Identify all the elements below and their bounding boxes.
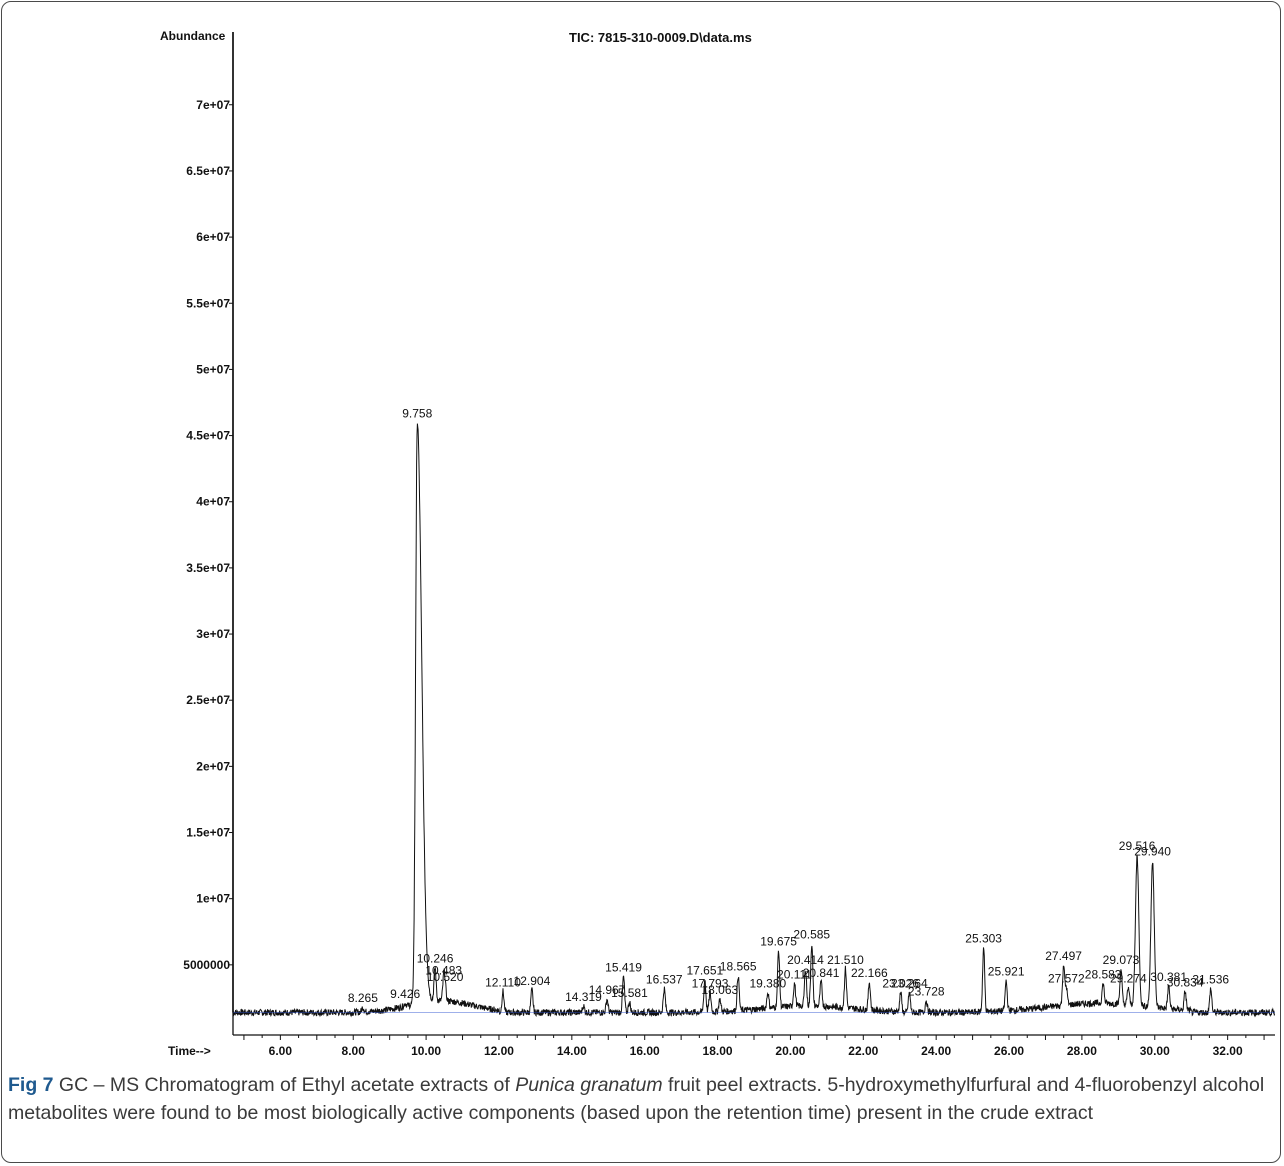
peak-label: 27.572	[1048, 971, 1085, 985]
peak-label: 9.758	[402, 406, 432, 420]
chromatogram-chart: TIC: 7815-310-0009.D\data.ms Abundance T…	[160, 29, 1276, 1058]
peak-label: 10.483	[425, 963, 462, 977]
peak-label: 14.319	[565, 990, 602, 1004]
y-tick-label: 5000000	[183, 958, 230, 972]
figure-caption: Fig 7 GC – MS Chromatogram of Ethyl acet…	[8, 1071, 1280, 1127]
x-tick-label: 8.00	[342, 1044, 366, 1058]
x-tick-label: 16.00	[630, 1044, 660, 1058]
figure-label: Fig 7	[8, 1074, 54, 1096]
peak-label: 23.264	[891, 977, 928, 991]
x-axis-label: Time-->	[168, 1044, 211, 1058]
x-tick-label: 30.00	[1140, 1044, 1170, 1058]
peak-label: 16.537	[646, 973, 683, 987]
caption-species: Punica granatum	[515, 1074, 663, 1096]
peak-label: 22.166	[851, 966, 888, 980]
caption-text-before: GC – MS Chromatogram of Ethyl acetate ex…	[53, 1074, 516, 1096]
x-tick-label: 24.00	[921, 1044, 951, 1058]
y-tick-label: 4.5e+07	[186, 429, 230, 443]
x-ticks: 6.00 8.00 10.00 12.00 14.00 16.00 18.00 20.00 22…	[243, 1035, 1265, 1058]
y-tick-label: 6e+07	[196, 230, 230, 244]
peak-label: 27.497	[1045, 949, 1082, 963]
y-tick-label: 5.5e+07	[186, 296, 230, 310]
peak-label: 12.904	[514, 974, 551, 988]
x-tick-label: 20.00	[775, 1044, 805, 1058]
peak-label: 18.063	[702, 983, 739, 997]
peak-label: 15.419	[605, 961, 642, 975]
peak-label: 19.675	[760, 934, 797, 948]
peak-label: 29.073	[1103, 953, 1140, 967]
x-tick-label: 14.00	[557, 1044, 587, 1058]
y-tick-label: 3.5e+07	[186, 561, 230, 575]
peak-label: 12.110	[485, 975, 521, 989]
axes	[232, 32, 1275, 1036]
peak-label: 20.414	[787, 953, 824, 967]
peak-label: 10.520	[427, 970, 464, 984]
x-tick-label: 10.00	[411, 1044, 441, 1058]
y-tick-label: 6.5e+07	[186, 164, 230, 178]
peak-label: 30.834	[1167, 975, 1204, 989]
peak-label: 23.026	[882, 977, 919, 991]
peak-label: 29.274	[1110, 971, 1147, 985]
peak-label: 29.940	[1134, 844, 1171, 858]
x-tick-label: 22.00	[848, 1044, 878, 1058]
peak-label: 8.265	[348, 991, 378, 1005]
y-ticks: 5000000 1e+07 1.5e+07 2e+07 2.5e+07 3e+07 3.5e…	[183, 98, 233, 972]
peak-label: 10.246	[417, 951, 454, 965]
peak-label: 20.585	[793, 928, 830, 942]
peak-label: 30.381	[1150, 970, 1187, 984]
x-tick-label: 32.00	[1213, 1044, 1243, 1058]
peak-label: 20.841	[803, 966, 840, 980]
y-tick-label: 3e+07	[196, 627, 230, 641]
x-tick-label: 12.00	[484, 1044, 514, 1058]
y-tick-label: 1e+07	[196, 892, 230, 906]
peak-label: 15.581	[611, 986, 648, 1000]
peak-label: 14.967	[589, 983, 626, 997]
chromatogram-trace	[232, 32, 1276, 1018]
tic-line	[232, 423, 1276, 1018]
peak-label: 18.565	[720, 959, 757, 973]
y-tick-label: 1.5e+07	[186, 826, 230, 840]
peak-label: 25.921	[988, 965, 1025, 979]
x-tick-label: 18.00	[703, 1044, 733, 1058]
y-tick-label: 7e+07	[196, 98, 230, 112]
peak-label: 17.793	[692, 977, 729, 991]
y-tick-label: 2.5e+07	[186, 693, 230, 707]
y-tick-label: 4e+07	[196, 495, 230, 509]
peak-label: 21.510	[827, 953, 864, 967]
caption-text-after: fruit peel extracts. 5-hydroxymethylfurf…	[8, 1074, 1265, 1124]
peak-label: 20.111	[777, 967, 812, 981]
chart-title: TIC: 7815-310-0009.D\data.ms	[569, 30, 752, 45]
peak-label: 29.516	[1119, 839, 1156, 853]
x-tick-label: 6.00	[269, 1044, 293, 1058]
peak-label: 9.426	[390, 987, 420, 1001]
y-axis-label: Abundance	[160, 29, 226, 43]
y-tick-label: 2e+07	[196, 759, 230, 773]
peak-label: 19.380	[749, 977, 786, 991]
peak-label: 25.303	[965, 932, 1002, 946]
x-tick-label: 26.00	[994, 1044, 1024, 1058]
x-tick-label: 28.00	[1067, 1044, 1097, 1058]
peak-label: 23.728	[908, 985, 945, 999]
peak-label: 31.536	[1192, 973, 1229, 987]
peak-label: 17.651	[686, 963, 723, 977]
peak-label: 28.583	[1085, 967, 1122, 981]
y-tick-label: 5e+07	[196, 362, 230, 376]
